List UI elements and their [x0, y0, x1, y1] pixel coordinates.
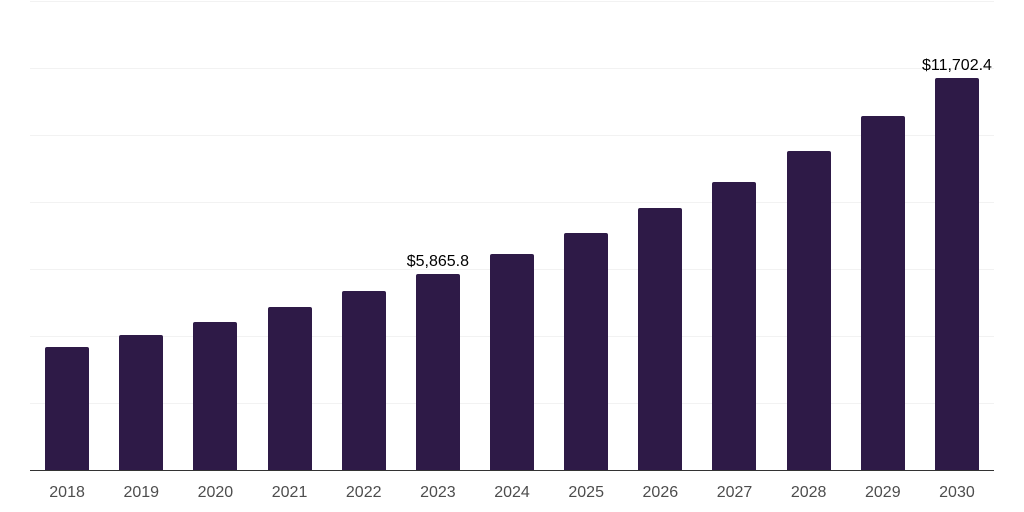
bar-2020[interactable]: [193, 321, 238, 470]
bar-2028[interactable]: [786, 150, 831, 470]
bar-2026[interactable]: [638, 207, 683, 470]
bar-2030[interactable]: [934, 78, 979, 470]
x-tick-2022: 2022: [345, 484, 382, 501]
x-tick-2018: 2018: [49, 484, 85, 501]
bar-slot-2029: [846, 0, 920, 470]
gridline: [30, 202, 994, 203]
data-label-2023: $5,865.8: [406, 252, 469, 270]
x-tick-2030: 2030: [939, 484, 975, 501]
bar-slot-2019: [104, 0, 178, 470]
data-label-2030: $11,702.4: [921, 56, 992, 74]
bar-2019[interactable]: [119, 335, 164, 470]
gridline: [30, 135, 994, 136]
x-tick-2029: 2029: [865, 484, 901, 501]
x-tick-2020: 2020: [197, 484, 234, 501]
bar-2018[interactable]: [45, 347, 90, 470]
bar-2024[interactable]: [490, 254, 535, 470]
bar-2022[interactable]: [341, 291, 386, 470]
bar-slot-2025: [549, 0, 623, 470]
bar-slot-2018: [30, 0, 104, 470]
bar-slot-2030: $11,702.4: [920, 0, 994, 470]
x-tick-2025: 2025: [568, 484, 604, 501]
gridline: [30, 68, 994, 69]
bar-2025[interactable]: [564, 232, 609, 470]
bar-2023[interactable]: [415, 273, 460, 470]
bar-slot-2027: [697, 0, 771, 470]
plot-area: $5,865.8 $11,702.4: [30, 0, 994, 471]
bars-row: $5,865.8 $11,702.4: [30, 0, 994, 470]
x-tick-2019: 2019: [123, 484, 160, 501]
x-axis-labels: 2018 2019 2020 2021 2022 2023 2024 2025 2026 2027…: [30, 471, 994, 502]
x-tick-2021: 2021: [271, 484, 308, 501]
gridline: [30, 1, 994, 2]
bar-slot-2028: [772, 0, 846, 470]
bar-2027[interactable]: [712, 181, 757, 470]
bar-slot-2024: [475, 0, 549, 470]
bar-slot-2022: [327, 0, 401, 470]
bar-slot-2021: [252, 0, 326, 470]
bar-2021[interactable]: [267, 306, 312, 470]
x-tick-2024: 2024: [494, 484, 530, 501]
bar-2029[interactable]: [860, 115, 905, 470]
x-tick-2027: 2027: [716, 484, 753, 501]
x-tick-2026: 2026: [642, 484, 679, 501]
bar-slot-2026: [623, 0, 697, 470]
bar-slot-2023: $5,865.8: [401, 0, 475, 470]
bar-slot-2020: [178, 0, 252, 470]
x-tick-2023: 2023: [420, 484, 456, 501]
x-tick-2028: 2028: [790, 484, 827, 501]
